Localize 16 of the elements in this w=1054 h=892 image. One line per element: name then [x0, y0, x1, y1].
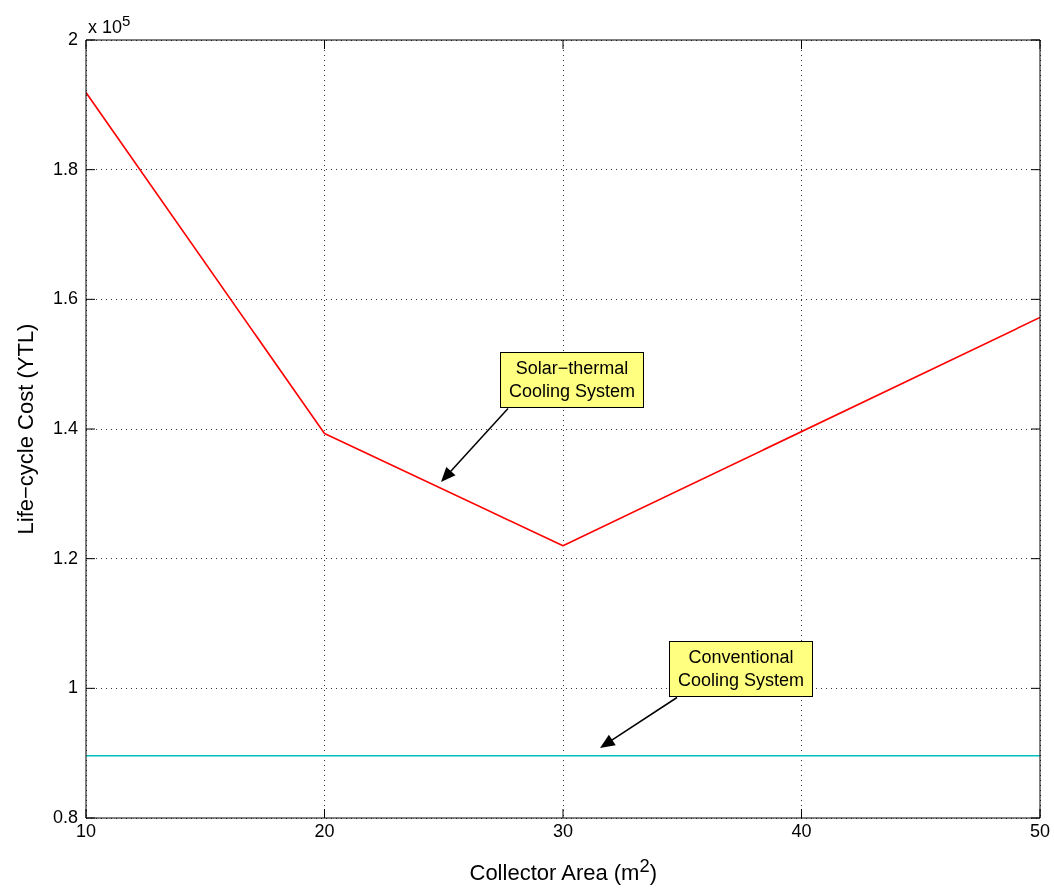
- y-tick-label: 1: [67, 677, 78, 698]
- y-tick-label: 0.8: [52, 806, 78, 827]
- annotation: Solar−thermal Cooling System: [500, 351, 645, 409]
- y-tick-label: 1.2: [52, 547, 78, 568]
- text: x 10$^{5}$: [88, 12, 131, 38]
- x-tick-label: 50: [1029, 820, 1051, 841]
- y-tick-label: 2: [67, 28, 78, 49]
- y-axis-title: Life−cycle Cost (YTL): [12, 323, 39, 535]
- y-tick-label: 1.8: [52, 158, 78, 179]
- x-tick-label: 30: [552, 820, 574, 841]
- y-tick-label: 1.4: [52, 417, 78, 438]
- annotation: Conventional Cooling System: [669, 640, 814, 698]
- x-tick-label: 40: [791, 820, 812, 841]
- y-tick-label: 1.6: [52, 288, 78, 309]
- x-tick-label: 20: [314, 820, 335, 841]
- x-axis-title: Collector Area (m$^{2}$): [469, 855, 657, 887]
